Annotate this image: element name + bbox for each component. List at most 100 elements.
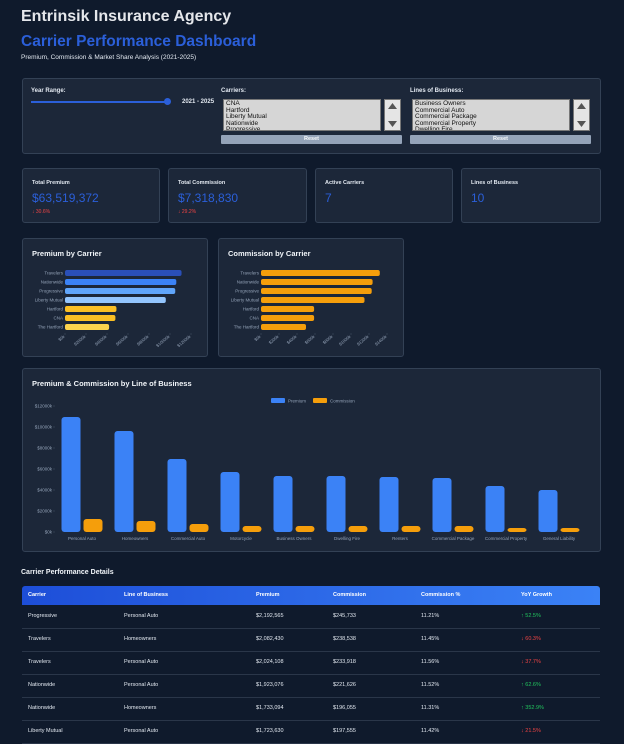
bar [401, 526, 421, 532]
bar [261, 297, 365, 303]
reset-button[interactable]: Reset [410, 135, 591, 144]
x-tick-label: Renters [392, 536, 409, 541]
kpi-value: 7 [325, 191, 332, 205]
x-tick-label: General Liability [543, 536, 576, 541]
x-tick-label: $600k [304, 333, 317, 345]
x-tick-label: Dwelling Fire [334, 536, 361, 541]
x-tick-label: Personal Auto [68, 536, 97, 541]
table-header: Carrier Line of Business Premium Commission… [22, 586, 600, 605]
category-label: Nationwide [41, 280, 64, 285]
y-tick-label: $2000k [37, 509, 53, 514]
x-tick-label: $4000k [94, 333, 108, 346]
bar [167, 459, 187, 532]
table-cell: Homeowners [124, 636, 157, 642]
y-tick-label: $8000k [37, 446, 53, 451]
bar [538, 490, 558, 532]
bar [261, 315, 315, 321]
bar [273, 476, 293, 532]
category-label: Hartford [243, 307, 260, 312]
kpi-label: Active Carriers [325, 180, 365, 186]
table-cell: Travelers [28, 659, 51, 665]
bar [432, 478, 452, 532]
scroll-arrows [388, 103, 397, 127]
bar [65, 324, 110, 330]
bar [114, 430, 134, 532]
x-tick-label: Motorcycle [230, 536, 252, 541]
category-label: Travelers [240, 271, 259, 276]
kpi-card: Lines of Business 10 [461, 168, 601, 223]
table-row: Liberty Mutual Personal Auto $1,723,630 $19… [22, 720, 600, 744]
x-tick-label: $8000k [136, 333, 150, 346]
table-cell: $238,538 [333, 636, 356, 642]
table-cell: Personal Auto [124, 682, 159, 688]
chart-title: Premium & Commission by Line of Business [32, 379, 192, 388]
category-label: The Hartford [234, 325, 260, 330]
table-cell: ↓ 21.5% [521, 728, 541, 734]
filter-label: Lines of Business: [410, 88, 464, 94]
category-label: Hartford [47, 307, 64, 312]
dashboard-heading: Carrier Performance Dashboard [21, 33, 257, 50]
chart-panel: Premium by Carrier Travelers Nationwide Pro… [22, 238, 208, 357]
y-tick-label: $10000k [35, 425, 53, 430]
scroll-arrows [577, 103, 586, 127]
kpi-value: 10 [471, 191, 485, 205]
scrollbar[interactable] [384, 99, 401, 131]
chart: Commission by Carrier Travelers Nationwide… [228, 249, 388, 347]
x-tick-label: $200k [268, 333, 281, 345]
year-slider[interactable] [31, 101, 168, 103]
legend-swatch [271, 398, 285, 403]
chart-title: Premium by Carrier [32, 249, 102, 258]
table-cell: $1,733,094 [256, 705, 284, 711]
table-cell: $197,555 [333, 728, 356, 734]
table-cell: ↓ 60.3% [521, 636, 541, 642]
kpi-label: Lines of Business [471, 180, 519, 186]
table-cell: Homeowners [124, 705, 157, 711]
bar [136, 520, 156, 532]
y-tick-label: $4000k [37, 488, 53, 493]
x-tick-label: Commercial Package [432, 536, 475, 541]
table-cell: 11.52% [421, 682, 440, 688]
table-cell: ↑ 62.6% [521, 682, 541, 688]
carrier-list[interactable]: CNA Hartford Liberty Mutual Nationwide Progr… [223, 99, 381, 131]
table-cell: ↑ 52.5% [521, 613, 541, 619]
x-tick-label: $1200k [356, 333, 370, 346]
line-list[interactable]: Business Owners Commercial Auto Commercial… [412, 99, 570, 131]
table-cell: Travelers [28, 636, 51, 642]
column-header: Commission % [421, 592, 461, 598]
table-row: Progressive Personal Auto $2,192,565 $245,7… [22, 605, 600, 629]
table-cell: 11.21% [421, 613, 440, 619]
table-cell: 11.31% [421, 705, 440, 711]
legend-label: Commission [330, 399, 355, 404]
bar [65, 288, 176, 294]
table-cell: Progressive [28, 613, 58, 619]
table-cell: 11.45% [421, 636, 440, 642]
kpi-card: Total Commission $7,318,830 ↓ 29.2% [168, 168, 307, 223]
table-cell: ↓ 37.7% [521, 659, 541, 665]
x-tick-label: $2000k [73, 333, 87, 346]
table-cell: Personal Auto [124, 728, 159, 734]
slider-knob[interactable] [164, 98, 171, 105]
bar [261, 279, 373, 285]
bar [507, 528, 527, 532]
category-label: The Hartford [38, 325, 64, 330]
kpi-change: ↓ 30.6% [32, 209, 51, 215]
y-tick-label: $6000k [37, 467, 53, 472]
table-cell: Personal Auto [124, 659, 159, 665]
kpi-card: Total Premium $63,519,372 ↓ 30.6% [22, 168, 160, 223]
table-row: Nationwide Homeowners $1,733,094 $196,055 11… [22, 697, 600, 721]
x-tick-label: Business Owners [276, 536, 312, 541]
x-tick-label: Commercial Property [485, 536, 528, 541]
list-option: Commercial Package [415, 113, 477, 121]
filter-panel: Year Range: 2021 - 2025 Carriers: CNA Har… [22, 78, 601, 154]
table-cell: $196,055 [333, 705, 356, 711]
bar [83, 518, 103, 532]
table-cell: Liberty Mutual [28, 728, 63, 734]
list-option: Liberty Mutual [226, 113, 267, 121]
reset-button[interactable]: Reset [221, 135, 402, 144]
scrollbar[interactable] [573, 99, 590, 131]
category-label: Progressive [39, 289, 63, 294]
year-value: 2021 - 2025 [182, 99, 215, 105]
x-tick-label: $0k [57, 333, 66, 342]
column-header: Line of Business [124, 592, 169, 598]
x-tick-label: $0k [253, 333, 262, 342]
